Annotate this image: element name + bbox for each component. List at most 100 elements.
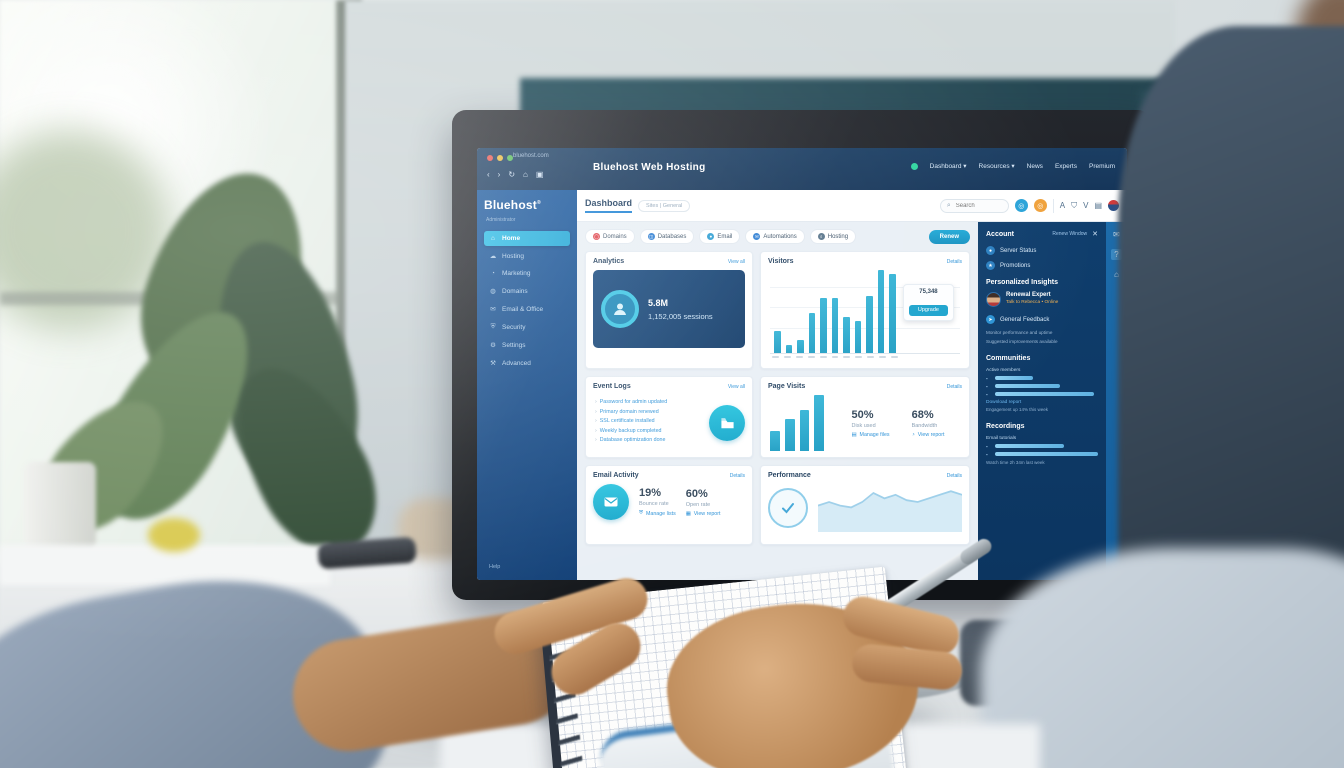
card-link[interactable]: View all [727, 258, 745, 265]
font-icon[interactable]: A [1059, 201, 1066, 210]
stat-link: Manage files [859, 431, 890, 438]
sidebar-item[interactable]: ✉ Email & Office [484, 301, 570, 317]
notifications-avatar[interactable]: ◎ [1014, 199, 1028, 212]
close-icon[interactable] [487, 155, 493, 161]
top-nav-item[interactable]: Experts [1054, 162, 1077, 170]
shield-icon[interactable]: ⛉ [1071, 200, 1078, 210]
chart-bar [785, 344, 793, 353]
minimize-icon[interactable] [497, 155, 503, 161]
sidebar-item[interactable]: ⛨ Security [484, 319, 570, 335]
envelope-icon [593, 484, 629, 520]
event-log-entry[interactable]: › Password for admin updated [595, 399, 668, 406]
top-nav-item[interactable]: Resources ▾ [978, 163, 1015, 170]
upgrade-button[interactable]: Upgrade [908, 304, 948, 316]
card-link[interactable]: View all [727, 383, 745, 390]
help-icon[interactable]: ? [1111, 249, 1122, 260]
sidebar-item[interactable]: ⌂ Home [484, 231, 570, 246]
x-tick [843, 356, 851, 358]
event-log-entry[interactable]: › Primary domain renewed [595, 408, 659, 415]
top-nav-item[interactable]: News [1026, 162, 1043, 170]
clipboard-icon[interactable]: ▤ [1094, 201, 1102, 210]
quick-action-chip[interactable]: ✉ Automations [745, 229, 805, 244]
sidebar-item[interactable]: ◍ Domains [484, 283, 570, 299]
sidebar-item-label: Security [502, 323, 526, 331]
browser-tab-label[interactable]: bluehost.com [513, 153, 549, 159]
messages-icon[interactable]: ✉ [1113, 230, 1120, 239]
renew-button[interactable]: Renew [928, 229, 970, 244]
quick-action-chip[interactable]: ◫ Databases [639, 229, 695, 244]
tab-dashboard[interactable]: Dashboard [585, 198, 633, 213]
page-visits-card: Page Visits Details [760, 376, 970, 458]
forward-icon[interactable]: › [497, 170, 501, 179]
card-link[interactable]: Details [729, 472, 745, 479]
search-box[interactable]: ⌕ [939, 198, 1009, 213]
card-link[interactable]: Details [946, 383, 962, 390]
event-logs-card: Event Logs View all › Password for admin … [585, 376, 753, 458]
top-nav-item[interactable]: Dashboard ▾ [929, 163, 967, 170]
event-log-entry[interactable]: › SSL certificate installed [595, 418, 655, 425]
back-icon[interactable]: ‹ [487, 170, 490, 179]
x-tick [891, 356, 898, 358]
card-link[interactable]: Details [946, 472, 962, 479]
sidebar: Bluehost® Administrator ⌂ Home ☁ Hosting [477, 190, 577, 580]
event-log-entry[interactable]: › Weekly backup completed [595, 427, 662, 434]
sidebar-help-link[interactable]: Help [489, 564, 501, 570]
expert-card[interactable]: Renewal Expert Talk to Rebecca • Online [986, 292, 1098, 307]
chart-bar [770, 430, 780, 451]
sidebar-item[interactable]: ◔ Marketing [484, 266, 570, 281]
analytics-card: Analytics View all 5.8M [585, 251, 753, 369]
close-icon[interactable]: ✕ [1092, 231, 1098, 238]
home-icon[interactable]: ⌂ [523, 170, 528, 179]
extensions-icon[interactable]: ▣ [535, 170, 544, 179]
sidebar-item[interactable]: ☁ Hosting [484, 248, 570, 264]
visitors-bar-chart: 75,348 Upgrade [770, 270, 960, 354]
communities-caption: Engagement up 14% this week [986, 406, 1049, 412]
right-panel: Account Renew Window ✕ ● Server Status [978, 222, 1106, 580]
event-log-entry[interactable]: › Database optimization done [595, 437, 666, 444]
quick-action-chip[interactable]: ● Email [699, 229, 741, 244]
chat-icon: ➤ [986, 315, 995, 324]
browser-profile-icon[interactable] [1108, 200, 1119, 211]
stat-caption: Bandwidth [911, 422, 938, 429]
feedback-label: General Feedback [1000, 316, 1050, 323]
home-icon[interactable]: ⌂ [1114, 270, 1119, 279]
panel-row[interactable]: ● Server Status [986, 246, 1098, 255]
search-icon: ⌕ [817, 233, 825, 240]
stat-value: 19% [639, 487, 662, 499]
stat-link: Manage lists [645, 510, 676, 517]
stat-caption: Bounce rate [639, 501, 669, 507]
automation-icon: ✉ [753, 233, 761, 240]
main-content: ◯ Domains ◫ Databases [577, 222, 978, 580]
quick-action-chip[interactable]: ⌕ Hosting [809, 229, 857, 244]
feedback-row[interactable]: ➤ General Feedback [986, 315, 1098, 324]
panel-row[interactable]: ★ Promotions [986, 261, 1098, 270]
mini-bar-chart [768, 395, 824, 451]
promotions-icon: ★ [986, 261, 995, 270]
refresh-icon[interactable]: ↻ [508, 170, 516, 179]
sidebar-item-label: Advanced [502, 359, 531, 367]
sidebar-item[interactable]: ⚒ Advanced [484, 355, 570, 371]
maximize-icon[interactable] [507, 155, 513, 161]
sidebar-item[interactable]: ⚙ Settings [484, 337, 570, 353]
analytics-stat-panel: 5.8M 1,152,005 sessions [593, 270, 745, 348]
communities-link[interactable]: Download report [986, 399, 1022, 405]
sidebar-item-label: Settings [502, 341, 526, 349]
insights-heading: Personalized Insights [986, 279, 1058, 286]
context-pill[interactable]: Sites | General [638, 199, 691, 212]
plant-pot [24, 462, 96, 554]
renew-window-link[interactable]: Renew Window [1052, 231, 1088, 237]
search-input[interactable] [953, 201, 1002, 210]
quick-action-chip[interactable]: ◯ Domains [585, 229, 635, 244]
profile-avatar[interactable]: ◎ [1033, 199, 1047, 212]
toolbar: Dashboard Sites | General ⌕ ◎ ◎ A ⛉ V ▤ [577, 190, 1127, 222]
user-icon [601, 290, 639, 328]
search-icon: ⌕ [946, 201, 951, 209]
top-nav-item[interactable]: Premium [1088, 162, 1115, 170]
card-link[interactable]: Details [946, 258, 962, 265]
performance-card: Performance Details [760, 465, 970, 545]
card-title: Event Logs [593, 383, 631, 390]
vpn-icon[interactable]: V [1083, 201, 1089, 210]
chart-bar [808, 313, 816, 353]
side-table [0, 545, 330, 585]
